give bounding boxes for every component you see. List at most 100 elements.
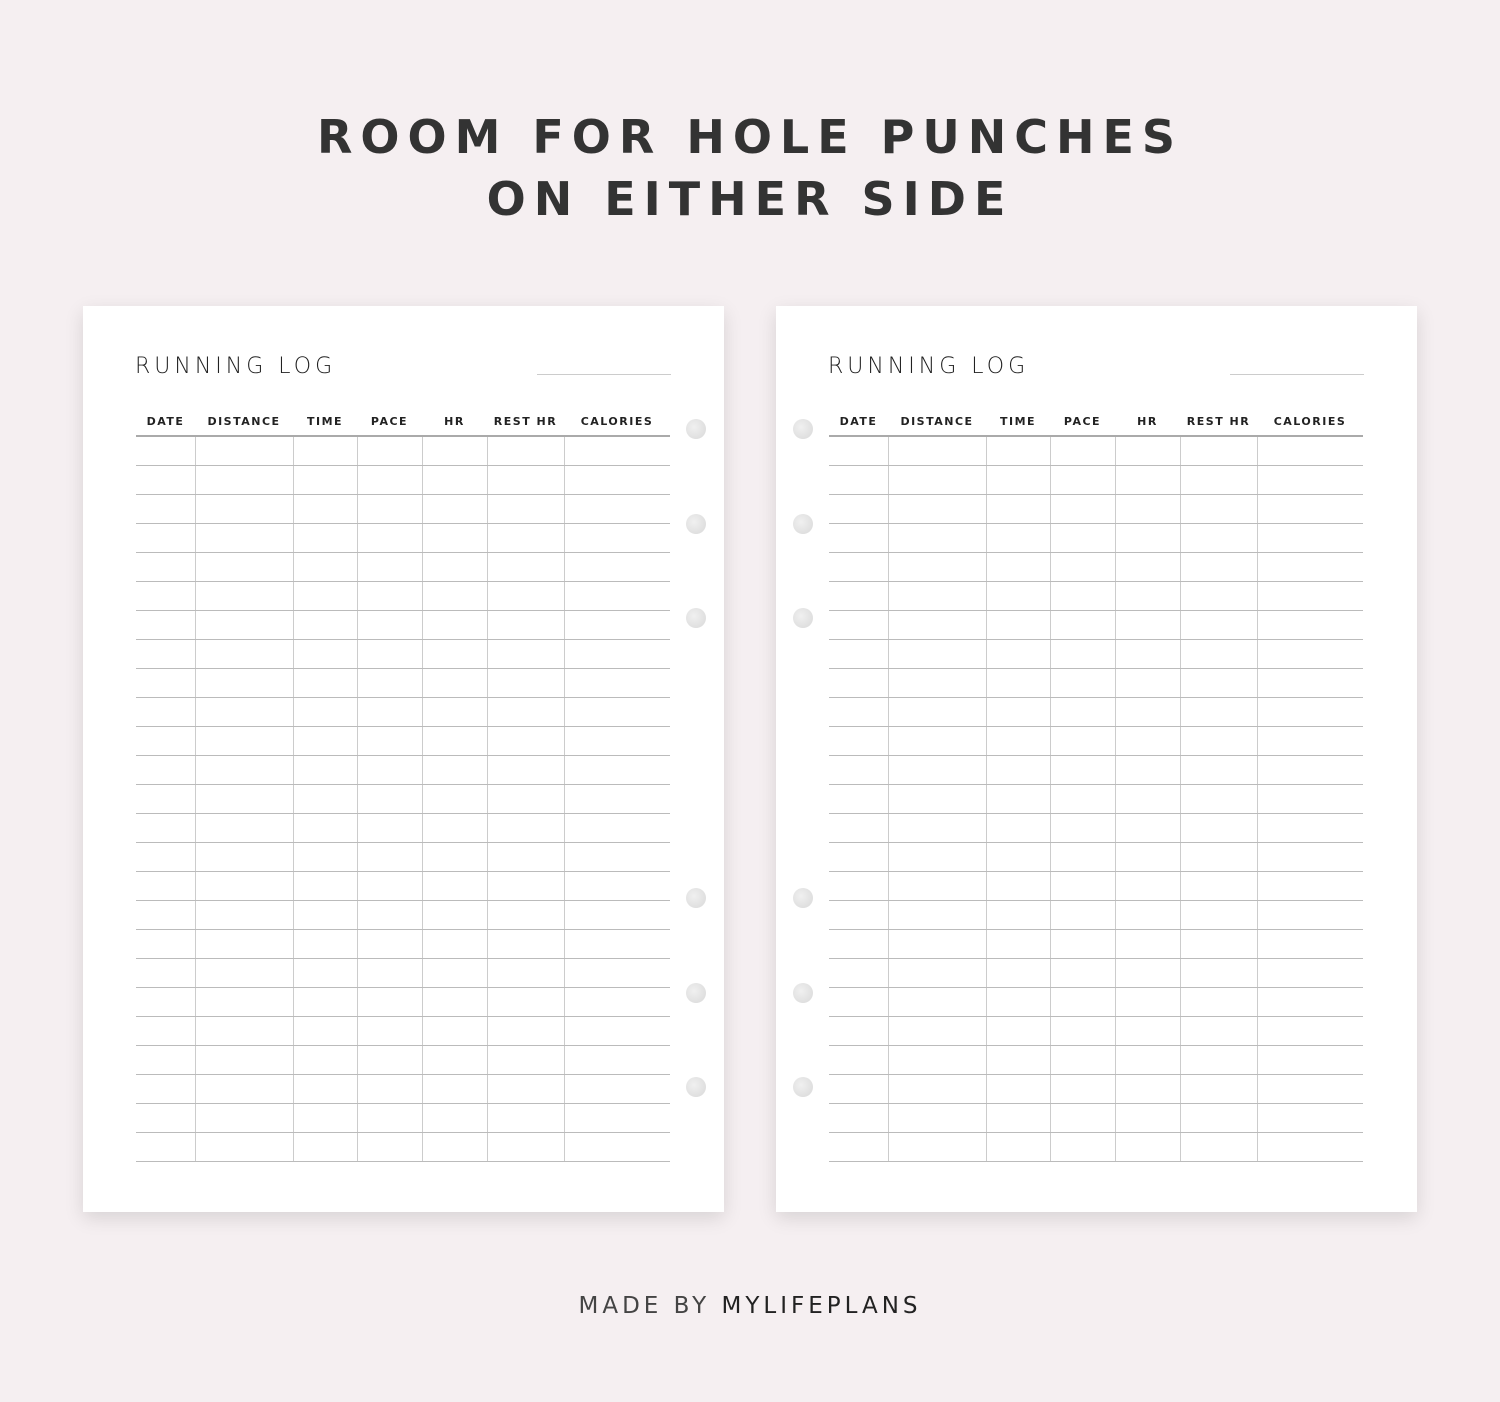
table-cell[interactable]	[829, 1016, 888, 1046]
table-cell[interactable]	[194, 436, 293, 466]
table-cell[interactable]	[136, 958, 195, 988]
table-cell[interactable]	[1049, 494, 1115, 524]
table-cell[interactable]	[1114, 639, 1180, 669]
table-cell[interactable]	[829, 436, 888, 466]
table-cell[interactable]	[1049, 813, 1115, 843]
table-cell[interactable]	[1049, 552, 1115, 582]
table-cell[interactable]	[194, 842, 293, 872]
table-cell[interactable]	[356, 755, 422, 785]
table-cell[interactable]	[421, 871, 487, 901]
table-cell[interactable]	[356, 900, 422, 930]
table-cell[interactable]	[1256, 929, 1363, 959]
table-cell[interactable]	[292, 1045, 357, 1075]
table-cell[interactable]	[194, 1103, 293, 1133]
table-cell[interactable]	[829, 523, 888, 553]
table-cell[interactable]	[1256, 987, 1363, 1017]
table-cell[interactable]	[1049, 987, 1115, 1017]
table-cell[interactable]	[985, 987, 1050, 1017]
table-cell[interactable]	[1114, 1045, 1180, 1075]
table-cell[interactable]	[486, 639, 564, 669]
table-cell[interactable]	[887, 1103, 986, 1133]
table-cell[interactable]	[1179, 813, 1257, 843]
table-cell[interactable]	[292, 987, 357, 1017]
table-cell[interactable]	[421, 494, 487, 524]
table-cell[interactable]	[1114, 813, 1180, 843]
table-cell[interactable]	[985, 610, 1050, 640]
table-cell[interactable]	[563, 436, 670, 466]
table-cell[interactable]	[1256, 668, 1363, 698]
table-cell[interactable]	[1179, 842, 1257, 872]
table-cell[interactable]	[1114, 668, 1180, 698]
table-cell[interactable]	[1114, 1103, 1180, 1133]
table-cell[interactable]	[1049, 1045, 1115, 1075]
table-cell[interactable]	[486, 987, 564, 1017]
table-cell[interactable]	[829, 929, 888, 959]
table-cell[interactable]	[887, 523, 986, 553]
table-cell[interactable]	[1256, 1016, 1363, 1046]
table-cell[interactable]	[887, 755, 986, 785]
table-cell[interactable]	[356, 1045, 422, 1075]
table-cell[interactable]	[1049, 900, 1115, 930]
table-cell[interactable]	[356, 436, 422, 466]
table-cell[interactable]	[194, 581, 293, 611]
table-cell[interactable]	[292, 697, 357, 727]
table-cell[interactable]	[829, 494, 888, 524]
table-cell[interactable]	[887, 465, 986, 495]
table-cell[interactable]	[1114, 465, 1180, 495]
table-cell[interactable]	[887, 639, 986, 669]
table-cell[interactable]	[563, 987, 670, 1017]
table-cell[interactable]	[486, 871, 564, 901]
table-cell[interactable]	[194, 697, 293, 727]
table-cell[interactable]	[1049, 784, 1115, 814]
table-cell[interactable]	[1256, 494, 1363, 524]
table-cell[interactable]	[1114, 1016, 1180, 1046]
table-cell[interactable]	[136, 1045, 195, 1075]
table-cell[interactable]	[421, 726, 487, 756]
table-cell[interactable]	[356, 929, 422, 959]
table-cell[interactable]	[563, 900, 670, 930]
table-cell[interactable]	[1256, 465, 1363, 495]
table-cell[interactable]	[1256, 581, 1363, 611]
table-cell[interactable]	[1114, 697, 1180, 727]
table-cell[interactable]	[356, 1016, 422, 1046]
table-cell[interactable]	[136, 871, 195, 901]
table-cell[interactable]	[292, 668, 357, 698]
table-cell[interactable]	[1256, 639, 1363, 669]
table-cell[interactable]	[829, 581, 888, 611]
table-cell[interactable]	[1049, 581, 1115, 611]
table-cell[interactable]	[136, 465, 195, 495]
table-cell[interactable]	[985, 697, 1050, 727]
table-cell[interactable]	[1179, 958, 1257, 988]
table-cell[interactable]	[887, 610, 986, 640]
table-cell[interactable]	[563, 668, 670, 698]
table-cell[interactable]	[292, 813, 357, 843]
table-cell[interactable]	[136, 929, 195, 959]
table-cell[interactable]	[563, 581, 670, 611]
table-cell[interactable]	[356, 1074, 422, 1104]
table-cell[interactable]	[829, 726, 888, 756]
table-cell[interactable]	[887, 1132, 986, 1162]
table-cell[interactable]	[829, 1045, 888, 1075]
table-cell[interactable]	[292, 1103, 357, 1133]
table-cell[interactable]	[563, 726, 670, 756]
table-cell[interactable]	[1256, 1103, 1363, 1133]
table-cell[interactable]	[1114, 958, 1180, 988]
table-cell[interactable]	[194, 1045, 293, 1075]
table-cell[interactable]	[292, 1016, 357, 1046]
table-cell[interactable]	[985, 871, 1050, 901]
table-cell[interactable]	[421, 610, 487, 640]
table-cell[interactable]	[563, 697, 670, 727]
table-cell[interactable]	[985, 552, 1050, 582]
table-cell[interactable]	[292, 958, 357, 988]
table-cell[interactable]	[421, 813, 487, 843]
table-cell[interactable]	[1049, 436, 1115, 466]
table-cell[interactable]	[421, 697, 487, 727]
table-cell[interactable]	[194, 871, 293, 901]
table-cell[interactable]	[292, 610, 357, 640]
table-cell[interactable]	[887, 900, 986, 930]
table-cell[interactable]	[985, 1103, 1050, 1133]
table-cell[interactable]	[563, 813, 670, 843]
table-cell[interactable]	[356, 697, 422, 727]
table-cell[interactable]	[1179, 1074, 1257, 1104]
table-cell[interactable]	[1114, 784, 1180, 814]
